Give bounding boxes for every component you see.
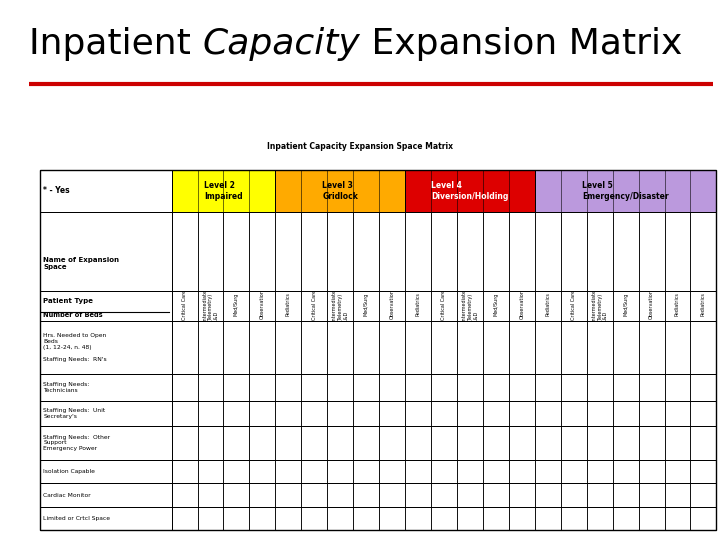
Text: Pediatrics: Pediatrics — [286, 293, 291, 316]
Text: Intermediate
(Telemetry)
L&D: Intermediate (Telemetry) L&D — [591, 288, 608, 321]
Text: Pediatrics: Pediatrics — [701, 293, 706, 316]
Text: Inpatient Capacity Expansion Space Matrix: Inpatient Capacity Expansion Space Matri… — [267, 142, 453, 151]
Text: Pediatrics: Pediatrics — [675, 293, 680, 316]
Text: Name of Expansion
Space: Name of Expansion Space — [43, 256, 120, 269]
Text: * - Yes: * - Yes — [43, 186, 70, 195]
Text: Staffing Needs:  Other
Support
Emergency Power: Staffing Needs: Other Support Emergency … — [43, 435, 110, 451]
Text: Isolation Capable: Isolation Capable — [43, 469, 95, 474]
Text: Patient Type: Patient Type — [43, 299, 93, 305]
Text: Med/Surg: Med/Surg — [623, 293, 628, 316]
Text: Staffing Needs:
Technicians: Staffing Needs: Technicians — [43, 382, 89, 393]
Text: Med/Surg: Med/Surg — [493, 293, 498, 316]
Text: Level 4
Diversion/Holding: Level 4 Diversion/Holding — [431, 181, 508, 200]
Text: Observation: Observation — [649, 289, 654, 320]
Text: Critical Care: Critical Care — [182, 289, 187, 320]
Text: Capacity: Capacity — [202, 27, 360, 61]
Text: Level 3
Gridlock: Level 3 Gridlock — [323, 181, 358, 200]
Text: Med/Surg: Med/Surg — [234, 293, 239, 316]
Text: Observation: Observation — [390, 289, 395, 320]
Text: Limited or Crtcl Space: Limited or Crtcl Space — [43, 516, 110, 521]
Text: Critical Care: Critical Care — [571, 289, 576, 320]
Text: Hrs. Needed to Open
Beds
(1, 12-24, n. 48)

Staffing Needs:  RN's: Hrs. Needed to Open Beds (1, 12-24, n. 4… — [43, 333, 107, 362]
Text: Observation: Observation — [519, 289, 524, 320]
Text: Intermediate
(Telemetry)
L&D: Intermediate (Telemetry) L&D — [332, 288, 348, 321]
Text: Level 2
Impaired: Level 2 Impaired — [204, 181, 243, 200]
Text: Cardiac Monitor: Cardiac Monitor — [43, 492, 91, 498]
Text: Pediatrics: Pediatrics — [415, 293, 420, 316]
Text: Intermediate
(Telemetry)
L&D: Intermediate (Telemetry) L&D — [202, 288, 219, 321]
Text: Inpatient: Inpatient — [29, 27, 202, 61]
Text: Observation: Observation — [260, 289, 265, 320]
Text: Critical Care: Critical Care — [441, 289, 446, 320]
Text: Med/Surg: Med/Surg — [364, 293, 369, 316]
Text: Intermediate
(Telemetry)
L&D: Intermediate (Telemetry) L&D — [462, 288, 478, 321]
Text: Level 5
Emergency/Disaster: Level 5 Emergency/Disaster — [582, 181, 669, 200]
Text: Staffing Needs:  Unit
Secretary's: Staffing Needs: Unit Secretary's — [43, 408, 105, 418]
Text: Expansion Matrix: Expansion Matrix — [360, 27, 683, 61]
Text: Number of Beds: Number of Beds — [43, 312, 103, 318]
Text: Pediatrics: Pediatrics — [545, 293, 550, 316]
Text: Critical Care: Critical Care — [312, 289, 317, 320]
